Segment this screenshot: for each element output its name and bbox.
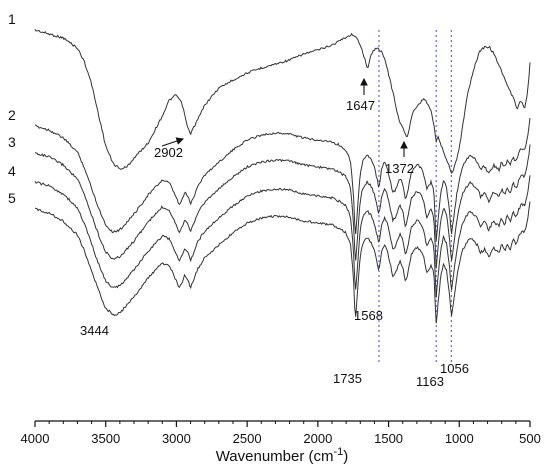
series-3-label: 3 [8,134,16,150]
series-labels: 1 2 3 4 5 [8,11,16,206]
spectra-series [34,28,531,324]
peak-label-1372: 1372 [385,161,414,176]
x-tick-label-4000: 4000 [21,431,50,446]
series-2-label: 2 [8,107,16,123]
x-axis-title-superscript: -1 [334,446,344,458]
vertical-guide-lines [378,30,452,362]
peak-label-1735: 1735 [333,371,362,386]
x-axis-title: Wavenumber (cm-1) [216,446,349,465]
series-1-line [34,28,531,175]
x-tick-label-1500: 1500 [374,431,403,446]
peak-label-3444: 3444 [80,323,109,338]
series-5-line [34,201,531,324]
series-5-label: 5 [8,190,16,206]
peak-label-2902: 2902 [154,145,183,160]
series-1-label: 1 [8,11,16,27]
peak-label-1056: 1056 [440,361,469,376]
series-4-line [34,175,531,298]
series-2-line [34,118,531,241]
series-3-line [34,144,531,269]
x-axis-title-end: ) [343,448,348,465]
x-tick-label-2000: 2000 [303,431,332,446]
peak-label-1568: 1568 [354,308,383,323]
peak-label-1647: 1647 [346,98,375,113]
x-axis: 4000 3500 3000 2500 2000 1500 1000 500 [21,420,541,446]
peak-arrow-2902 [161,137,185,147]
peak-label-1163: 1163 [416,374,444,389]
series-4-label: 4 [8,163,16,179]
x-tick-label-1000: 1000 [445,431,474,446]
x-tick-label-3000: 3000 [162,431,191,446]
x-tick-label-500: 500 [519,431,541,446]
x-tick-label-3500: 3500 [91,431,120,446]
x-tick-label-2500: 2500 [233,431,262,446]
